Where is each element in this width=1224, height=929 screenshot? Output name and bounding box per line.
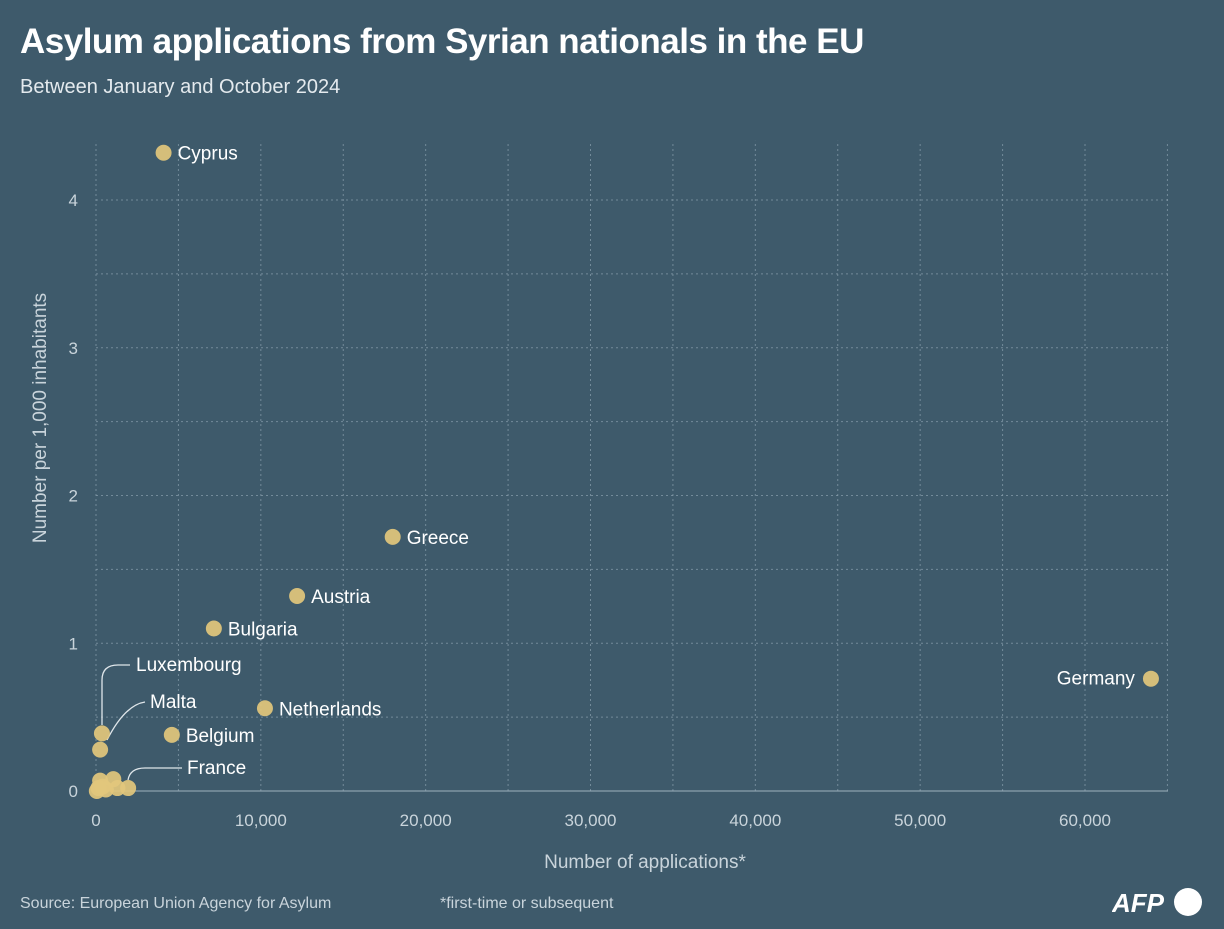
- point-label: Austria: [311, 587, 371, 608]
- y-tick-label: 1: [69, 634, 78, 653]
- y-tick-label: 3: [69, 339, 78, 358]
- y-tick-label: 4: [69, 191, 78, 210]
- point-label: Bulgaria: [228, 619, 298, 640]
- afp-logo: AFP: [1111, 884, 1207, 925]
- point-label: Belgium: [186, 726, 255, 747]
- leader-line: [106, 701, 146, 741]
- x-tick-label: 10,000: [235, 811, 287, 830]
- leader-line: [127, 767, 182, 781]
- x-tick-label: 20,000: [400, 811, 452, 830]
- data-point: [120, 780, 137, 797]
- data-point: [256, 700, 273, 717]
- point-label: France: [187, 758, 246, 779]
- chart-subtitle: Between January and October 2024: [20, 76, 341, 98]
- x-tick-label: 30,000: [565, 811, 617, 830]
- data-point: [90, 780, 107, 797]
- data-point: [289, 587, 306, 604]
- point-label: Greece: [407, 528, 469, 549]
- data-point: [1142, 670, 1159, 687]
- point-label: Netherlands: [279, 699, 381, 720]
- point-label: Cyprus: [178, 144, 238, 165]
- data-point: [93, 725, 110, 742]
- leader-line: [101, 664, 130, 725]
- chart-title: Asylum applications from Syrian national…: [20, 22, 864, 61]
- footnote: *first-time or subsequent: [440, 895, 614, 912]
- x-tick-label: 0: [91, 811, 100, 830]
- source-note: Source: European Union Agency for Asylum: [20, 895, 332, 912]
- data-point: [163, 726, 180, 743]
- svg-text:AFP: AFP: [1112, 888, 1165, 918]
- data-point: [384, 528, 401, 545]
- y-tick-label: 2: [69, 487, 78, 506]
- x-tick-label: 40,000: [729, 811, 781, 830]
- point-label: Malta: [150, 692, 197, 713]
- data-point: [205, 620, 222, 637]
- x-tick-label: 60,000: [1059, 811, 1111, 830]
- y-axis-label: Number per 1,000 inhabitants: [30, 293, 51, 543]
- data-point: [92, 741, 109, 758]
- x-axis-label: Number of applications*: [544, 852, 746, 873]
- point-label: Luxembourg: [136, 655, 242, 676]
- data-point: [155, 144, 172, 161]
- y-tick-label: 0: [69, 782, 78, 801]
- x-tick-label: 50,000: [894, 811, 946, 830]
- point-label: Germany: [1057, 669, 1136, 690]
